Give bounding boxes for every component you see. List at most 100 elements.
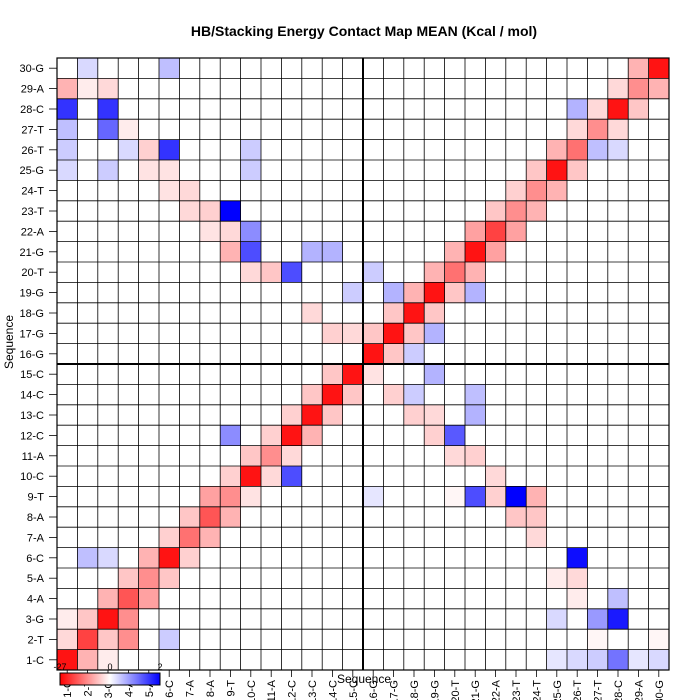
heatmap-cell [322,384,343,405]
heatmap-cell [485,200,506,222]
y-tick-label: 18-G [20,308,44,320]
y-tick-label: 4-A [27,594,45,606]
heatmap-cell [485,241,506,262]
heatmap-cell [322,241,343,262]
heatmap-cell [587,608,608,630]
y-tick-label: 24-T [21,186,44,198]
heatmap-cell [648,629,669,650]
x-axis-label: Sequence [337,672,391,686]
heatmap-cell [363,323,384,344]
x-tick-label: 28-C [613,680,625,700]
heatmap-cell [220,506,241,528]
heatmap-cell [342,364,363,385]
heatmap-cell [546,180,567,201]
y-tick-label: 7-A [27,532,45,544]
heatmap-cell [97,547,119,568]
y-tick-label: 3-G [26,614,44,626]
heatmap-cell [424,364,445,385]
heatmap-cell [505,200,527,222]
heatmap-cells [57,58,669,670]
chart-title: HB/Stacking Energy Contact Map MEAN (Kca… [191,23,537,39]
colorbar-max-label: 2 [157,662,162,672]
x-tick-label: 13-C [307,680,319,700]
heatmap-cell [465,486,486,507]
heatmap-cell [567,568,588,589]
heatmap-cell [118,629,139,650]
heatmap-cell [546,608,567,630]
heatmap-cell [57,98,78,120]
colorbar-min-label: -27 [53,662,66,672]
heatmap-cell [159,139,180,160]
heatmap-cell [220,241,241,262]
heatmap-cell [138,160,159,181]
heatmap-cell [179,527,200,548]
heatmap-cell [301,425,323,446]
heatmap-cell [567,139,588,160]
heatmap-cell [403,384,425,405]
heatmap-cell [97,119,119,140]
heatmap-cell [57,608,78,630]
heatmap-cell [138,547,159,568]
heatmap-cell [261,262,282,283]
heatmap-cell [240,221,261,242]
heatmap-cell [118,568,139,589]
y-tick-label: 5-A [27,573,45,585]
heatmap-cell [199,506,221,528]
heatmap-cell [444,486,465,507]
x-tick-label: 20-T [450,680,462,700]
y-axis-ticks: 1-C 2-T 3-G 4-A 5-A 6-C 7-A 8-A 9-T 10-C 11-A 12-C 1… [20,63,57,667]
heatmap-cell [383,384,404,405]
plot-border [56,57,670,671]
heatmap-cell [567,547,588,568]
y-tick-label: 12-C [20,430,44,442]
x-tick-label: 21-G [470,680,482,700]
heatmap-cell [648,649,669,670]
heatmap-cell [567,160,588,181]
heatmap-cell [546,568,567,589]
heatmap-cell [240,466,261,487]
heatmap-cell [77,58,98,79]
heatmap-cell [301,384,323,405]
heatmap-cell [465,241,486,262]
heatmap-cell [199,527,221,548]
heatmap-cell [261,445,282,466]
heatmap-cell [57,139,78,160]
heatmap-cell [546,139,567,160]
heatmap-cell [342,323,363,344]
heatmap-cell [97,629,119,650]
heatmap-cell [607,119,629,140]
x-tick-label: 26-T [572,680,584,700]
heatmap-cell [97,160,119,181]
heatmap-cell [240,486,261,507]
heatmap-cell [199,486,221,507]
heatmap-cell [118,119,139,140]
heatmap-cell [199,200,221,222]
heatmap-cell [240,262,261,283]
heatmap-cell [342,282,363,303]
heatmap-cell [281,445,302,466]
heatmap-cell [607,139,629,160]
y-tick-label: 6-C [26,553,44,565]
heatmap-cell [587,139,608,160]
heatmap-cell [57,629,78,650]
x-tick-label: 22-A [491,679,503,700]
heatmap-cell [424,282,445,303]
heatmap-cell [485,466,506,487]
y-tick-label: 25-G [20,165,44,177]
y-tick-label: 22-A [21,226,45,238]
heatmap-cell [587,649,608,670]
y-tick-label: 11-A [22,451,45,463]
heatmap-cell [199,221,221,242]
heatmap-cell [240,445,261,466]
heatmap-cell [424,425,445,446]
heatmap-cell [322,364,343,385]
y-tick-label: 15-C [20,369,44,381]
heatmap-cell [138,588,159,609]
heatmap-cell [97,98,119,120]
heatmap-cell [220,200,241,222]
heatmap-cell [567,588,588,609]
heatmap-cell [587,98,608,120]
heatmap-cell [567,119,588,140]
heatmap-cell [363,262,384,283]
heatmap-cell [159,58,180,79]
